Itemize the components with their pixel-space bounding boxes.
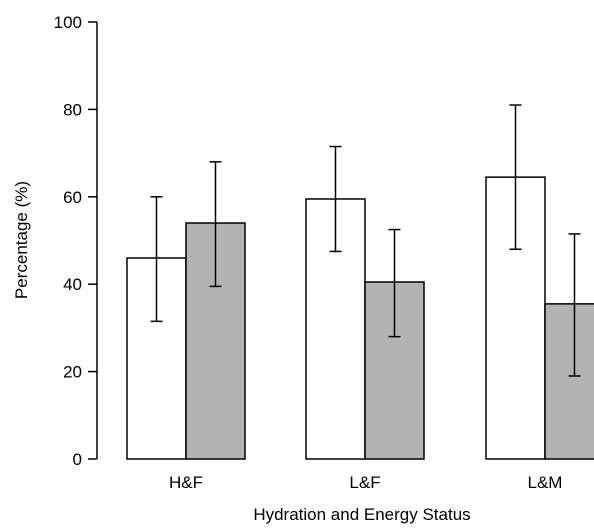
bar-LandM-series2 — [544, 303, 594, 460]
y-tick-label-80: 80 — [63, 100, 82, 119]
error-bars-layer — [150, 104, 581, 377]
x-axis-category-labels: H&F L&F L&M — [169, 473, 562, 492]
x-axis-title: Hydration and Energy Status — [253, 505, 470, 524]
bars-layer — [126, 176, 594, 460]
error-bar-LandF-series2 — [388, 228, 401, 338]
bar-LandF-series2 — [364, 281, 425, 460]
x-category-label-LandF: L&F — [349, 473, 380, 492]
error-bar-HandF-series2 — [209, 161, 222, 288]
y-tick-label-60: 60 — [63, 188, 82, 207]
y-tick-label-20: 20 — [63, 363, 82, 382]
y-axis-ticks: 0 20 40 60 80 100 — [54, 13, 97, 469]
y-tick-label-40: 40 — [63, 275, 82, 294]
error-bar-LandF-series1 — [329, 145, 342, 253]
x-category-label-LandM: L&M — [528, 473, 563, 492]
error-bar-LandM-series1 — [509, 104, 522, 250]
y-tick-label-100: 100 — [54, 13, 82, 32]
y-tick-label-0: 0 — [73, 450, 82, 469]
bar-LandM-series1 — [485, 176, 546, 460]
error-bar-LandM-series2 — [568, 233, 581, 377]
error-bar-HandF-series1 — [150, 196, 163, 323]
x-category-label-HandF: H&F — [169, 473, 203, 492]
y-axis-title: Percentage (%) — [12, 181, 31, 299]
